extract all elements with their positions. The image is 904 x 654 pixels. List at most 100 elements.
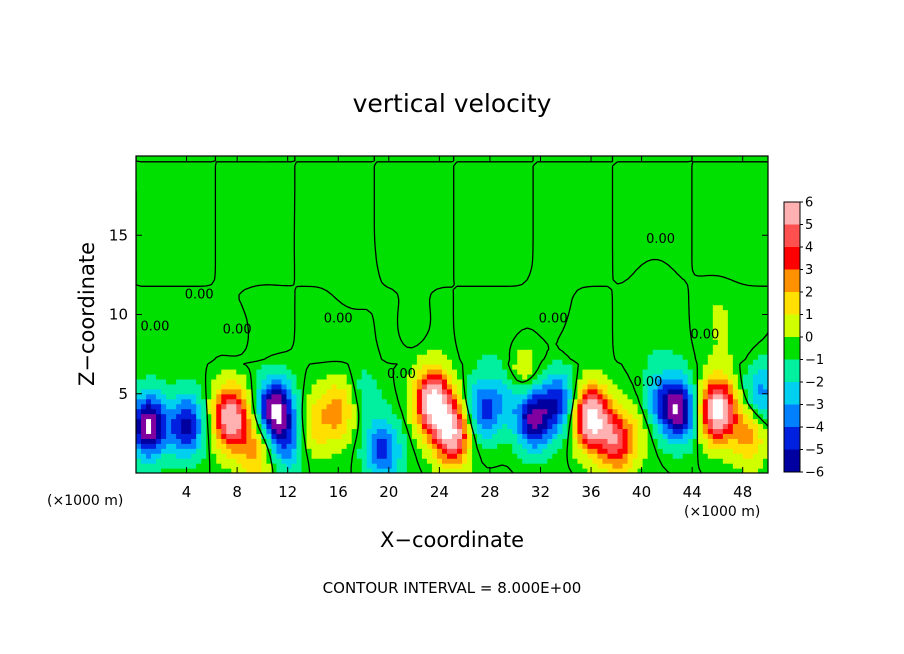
field-cell: [627, 428, 634, 434]
field-cell: [246, 344, 252, 350]
field-cell: [652, 299, 659, 306]
field-cell: [647, 314, 654, 321]
field-cell: [477, 279, 483, 286]
field-cell: [697, 334, 704, 340]
field-cell: [532, 433, 538, 439]
field-cell: [747, 468, 754, 473]
field-cell: [436, 423, 443, 430]
field-cell: [637, 393, 644, 400]
field-cell: [637, 359, 644, 365]
field-cell: [341, 393, 348, 400]
field-cell: [477, 299, 483, 306]
field-cell: [296, 378, 303, 385]
field-cell: [702, 368, 709, 375]
field-cell: [331, 383, 338, 390]
field-cell: [241, 468, 247, 473]
field-cell: [477, 339, 483, 345]
field-cell: [522, 274, 528, 281]
field-cell: [517, 344, 523, 350]
field-cell: [532, 378, 538, 385]
field-cell: [401, 279, 408, 286]
field-cell: [717, 368, 724, 375]
field-cell: [166, 408, 172, 415]
field-cell: [527, 443, 533, 449]
field-cell: [386, 324, 393, 330]
field-cell: [717, 423, 724, 430]
field-cell: [452, 314, 458, 321]
field-cell: [371, 448, 378, 454]
field-cell: [472, 413, 478, 420]
field-cell: [246, 403, 252, 410]
field-cell: [572, 418, 578, 425]
field-cell: [617, 299, 624, 306]
field-cell: [597, 304, 604, 311]
field-cell: [421, 314, 428, 321]
field-cell: [602, 413, 609, 420]
field-cell: [472, 359, 478, 365]
field-cell: [562, 279, 568, 286]
field-cell: [462, 408, 468, 415]
field-cell: [216, 433, 222, 439]
field-cell: [221, 279, 227, 286]
field-cell: [577, 408, 584, 415]
field-cell: [632, 364, 639, 370]
field-cell: [191, 279, 197, 286]
field-cell: [682, 388, 689, 395]
field-cell: [632, 403, 639, 410]
field-cell: [677, 438, 684, 444]
field-cell: [331, 378, 338, 385]
field-cell: [236, 438, 242, 444]
field-cell: [381, 339, 388, 345]
field-cell: [176, 309, 182, 316]
field-cell: [416, 309, 423, 316]
field-cell: [286, 448, 293, 454]
field-cell: [201, 388, 207, 395]
field-cell: [361, 433, 368, 439]
field-cell: [632, 468, 639, 473]
field-cell: [371, 294, 378, 301]
field-cell: [376, 314, 383, 321]
field-cell: [672, 344, 679, 350]
field-cell: [326, 433, 333, 439]
field-cell: [446, 314, 453, 321]
field-cell: [251, 458, 257, 464]
field-cell: [171, 309, 177, 316]
field-cell: [211, 329, 217, 335]
field-cell: [542, 383, 548, 390]
field-cell: [181, 319, 187, 325]
field-cell: [752, 413, 759, 420]
field-cell: [151, 388, 157, 395]
field-cell: [176, 359, 182, 365]
field-cell: [472, 274, 478, 281]
field-cell: [497, 339, 503, 345]
field-cell: [241, 364, 247, 370]
field-cell: [702, 284, 709, 291]
field-cell: [527, 458, 533, 464]
field-cell: [136, 403, 142, 410]
field-cell: [196, 428, 202, 434]
field-cell: [226, 413, 232, 420]
field-cell: [191, 453, 197, 459]
field-cell: [361, 368, 368, 375]
field-cell: [552, 408, 558, 415]
field-cell: [351, 438, 358, 444]
field-cell: [502, 448, 508, 454]
field-cell: [452, 319, 458, 325]
field-cell: [191, 443, 197, 449]
field-cell: [411, 468, 418, 473]
field-cell: [421, 438, 428, 444]
field-cell: [251, 289, 257, 296]
field-cell: [697, 378, 704, 385]
field-cell: [231, 279, 237, 286]
field-cell: [231, 339, 237, 345]
field-cell: [487, 314, 493, 321]
field-cell: [542, 309, 548, 316]
field-cell: [316, 383, 323, 390]
field-cell: [441, 468, 448, 473]
field-cell: [291, 354, 298, 360]
field-cell: [467, 428, 473, 434]
field-cell: [737, 304, 744, 311]
field-cell: [532, 428, 538, 434]
field-cell: [436, 324, 443, 330]
field-cell: [752, 448, 759, 454]
